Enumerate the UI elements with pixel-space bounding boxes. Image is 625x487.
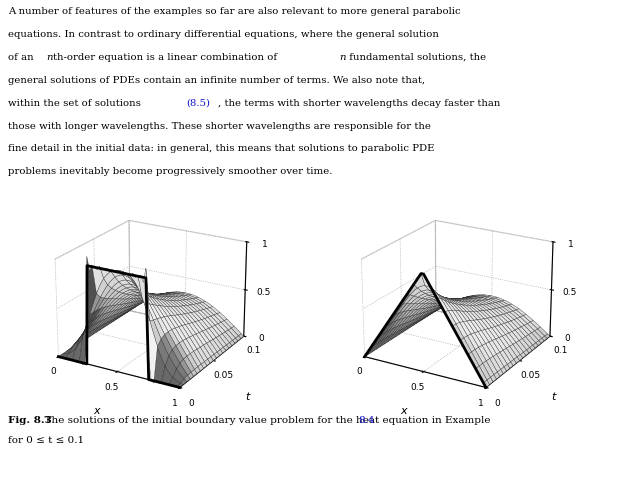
Text: n: n [46, 53, 53, 62]
Text: (8.5): (8.5) [187, 99, 211, 108]
Text: within the set of solutions: within the set of solutions [8, 99, 144, 108]
Text: , the terms with shorter wavelengths decay faster than: , the terms with shorter wavelengths dec… [219, 99, 501, 108]
Text: problems inevitably become progressively smoother over time.: problems inevitably become progressively… [8, 168, 332, 176]
Text: n: n [339, 53, 346, 62]
Text: of an: of an [8, 53, 37, 62]
Text: fine detail in the initial data: in general, this means that solutions to parabo: fine detail in the initial data: in gene… [8, 145, 434, 153]
Text: The solutions of the initial boundary value problem for the heat equation in Exa: The solutions of the initial boundary va… [38, 416, 493, 425]
Text: Fig. 8.3: Fig. 8.3 [8, 416, 52, 425]
Text: general solutions of PDEs contain an infinite number of terms. We also note that: general solutions of PDEs contain an inf… [8, 75, 425, 85]
X-axis label: $x$: $x$ [399, 407, 409, 416]
Text: equations. In contrast to ordinary differential equations, where the general sol: equations. In contrast to ordinary diffe… [8, 30, 439, 39]
Text: for 0 ≤ t ≤ 0.1: for 0 ≤ t ≤ 0.1 [8, 436, 84, 445]
Y-axis label: $t$: $t$ [245, 391, 252, 402]
X-axis label: $x$: $x$ [93, 407, 103, 416]
Text: those with longer wavelengths. These shorter wavelengths are responsible for the: those with longer wavelengths. These sho… [8, 122, 431, 131]
Y-axis label: $t$: $t$ [551, 391, 558, 402]
Text: A number of features of the examples so far are also relevant to more general pa: A number of features of the examples so … [8, 7, 461, 16]
Text: 8.4: 8.4 [359, 416, 375, 425]
Text: fundamental solutions, the: fundamental solutions, the [346, 53, 486, 62]
Text: th-order equation is a linear combination of: th-order equation is a linear combinatio… [52, 53, 280, 62]
